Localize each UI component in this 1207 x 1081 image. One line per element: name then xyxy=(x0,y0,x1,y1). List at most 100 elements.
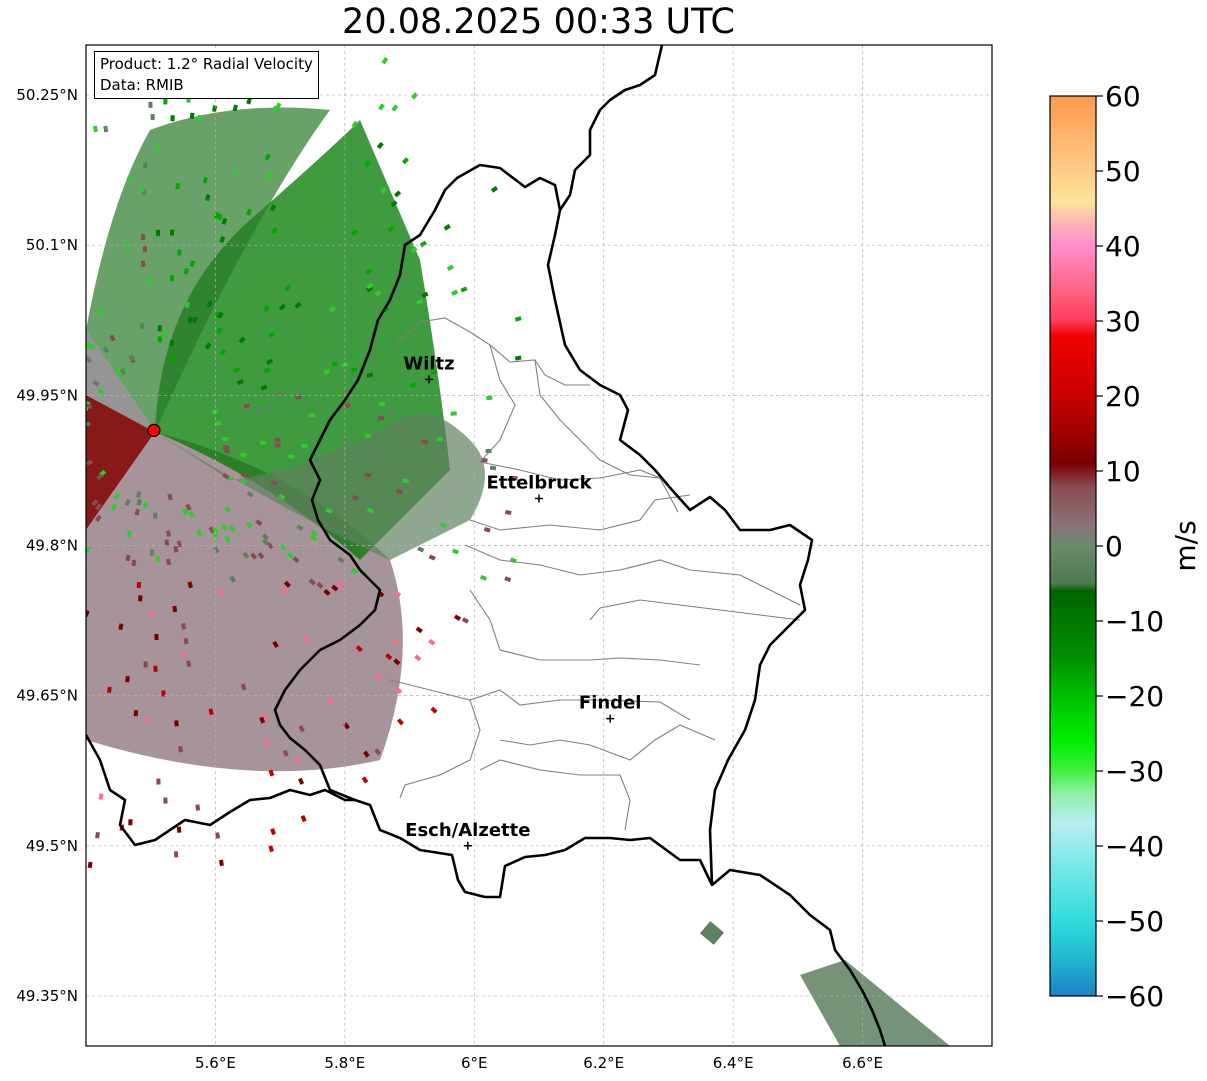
radar-speckle xyxy=(97,388,105,396)
radar-speckle xyxy=(238,336,246,344)
radar-speckle xyxy=(334,503,342,510)
radar-speckle xyxy=(140,260,146,268)
colorbar-tick-label: −50 xyxy=(1105,905,1164,938)
lon-tick-label: 6.6°E xyxy=(842,1054,883,1072)
lat-tick-label: 49.8°N xyxy=(26,537,78,555)
radar-speckle xyxy=(134,508,140,516)
radar-speckle xyxy=(86,546,91,554)
radar-speckle xyxy=(202,176,208,184)
radar-far-echoes-southeast xyxy=(800,960,950,1046)
radar-speckle xyxy=(185,503,192,511)
colorbar-tick-label: −10 xyxy=(1105,605,1164,638)
radar-speckle xyxy=(376,141,384,150)
radar-speckle xyxy=(139,185,144,193)
radar-speckle xyxy=(95,514,102,523)
radar-speckle xyxy=(95,503,102,511)
radar-speckle xyxy=(240,683,247,691)
radar-speckle xyxy=(142,162,148,169)
radar-speckle xyxy=(87,861,93,869)
radar-speckle xyxy=(92,125,99,133)
radar-far-echo xyxy=(699,921,725,945)
radar-speckle xyxy=(178,745,183,753)
radar-speckle xyxy=(192,316,198,324)
radar-speckle xyxy=(171,354,178,362)
radar-speckle xyxy=(224,505,232,513)
radar-speckle xyxy=(127,176,132,183)
lon-tick-label: 6°E xyxy=(461,1054,488,1072)
radar-speckle xyxy=(150,549,155,556)
radar-speckle xyxy=(264,153,271,161)
radar-speckle xyxy=(98,793,104,800)
radar-speckle xyxy=(417,546,425,553)
radar-speckle xyxy=(211,531,219,539)
radar-speckle xyxy=(174,720,179,727)
radar-speckle xyxy=(92,380,100,387)
radar-speckle xyxy=(173,851,179,858)
radar-speckle xyxy=(271,227,278,235)
radar-speckle xyxy=(416,298,424,306)
national-borders xyxy=(86,45,887,1046)
radar-speckle xyxy=(86,405,89,412)
radar-speckle xyxy=(136,498,142,506)
radar-speckle xyxy=(440,522,447,529)
radar-speckle xyxy=(143,501,148,509)
france-border-south xyxy=(86,734,355,847)
radar-speckle xyxy=(486,395,493,401)
radar-speckle xyxy=(284,284,292,292)
colorbar-tick-label: −60 xyxy=(1105,980,1164,1013)
radar-speckle xyxy=(274,443,281,448)
radar-speckle xyxy=(206,300,213,308)
radar-speckle xyxy=(374,290,382,297)
radar-speckle xyxy=(215,421,222,426)
radar-speckle xyxy=(157,325,162,332)
lat-tick-label: 49.5°N xyxy=(26,837,78,855)
radar-speckles xyxy=(86,57,522,869)
radar-speckle xyxy=(86,609,90,617)
radar-speckle xyxy=(153,512,158,519)
radar-speckle xyxy=(186,660,192,668)
radar-speckle xyxy=(169,229,175,236)
city-labels: Wiltz Ettelbruck Findel Esch/Alzette xyxy=(403,353,641,850)
radar-speckle xyxy=(91,499,99,507)
radar-speckle xyxy=(446,264,454,271)
colorbar-tick-label: 10 xyxy=(1105,455,1141,488)
colorbar-tick-label: 50 xyxy=(1105,155,1141,188)
radar-speckle xyxy=(329,305,337,313)
radar-speckle xyxy=(240,478,248,485)
radar-speckle xyxy=(163,98,168,105)
radar-speckle xyxy=(514,316,522,322)
colorbar-ticks: 60 50 40 30 20 10 0 −10 −20 −30 −40 −50 −60 xyxy=(1096,80,1164,1013)
radar-speckle xyxy=(323,588,331,596)
radar-speckle xyxy=(181,622,187,630)
radar-speckle xyxy=(280,543,288,551)
radar-speckle xyxy=(460,286,468,293)
radar-speckle xyxy=(222,472,230,480)
radar-speckle xyxy=(364,472,372,478)
radar-speckle xyxy=(436,437,443,442)
radar-speckle xyxy=(126,530,133,538)
radar-speckle xyxy=(421,291,429,298)
colorbar-tick-label: 60 xyxy=(1105,80,1141,113)
radar-speckle xyxy=(175,182,180,190)
radar-speckle xyxy=(415,626,423,634)
radar-speckle xyxy=(128,819,133,826)
radar-speckle xyxy=(208,526,215,534)
city-label: Wiltz xyxy=(403,353,454,374)
radar-speckle xyxy=(219,424,226,430)
product-label: Product: 1.2° Radial Velocity xyxy=(100,55,313,73)
radar-speckle xyxy=(308,578,316,586)
radar-site-marker xyxy=(147,423,161,437)
radar-speckle xyxy=(286,552,294,559)
radar-speckle xyxy=(163,797,168,804)
radar-speckle xyxy=(366,282,374,290)
radar-speckle xyxy=(170,115,175,122)
radar-speckle xyxy=(153,665,158,672)
radar-speckle xyxy=(419,240,427,248)
radar-speckle xyxy=(150,611,155,618)
radar-speckle xyxy=(343,439,350,444)
radar-speckle xyxy=(378,401,386,407)
radar-speckle xyxy=(308,413,315,418)
radar-speckle xyxy=(110,503,118,511)
radar-speckle xyxy=(165,530,171,537)
radar-speckle xyxy=(245,521,253,529)
